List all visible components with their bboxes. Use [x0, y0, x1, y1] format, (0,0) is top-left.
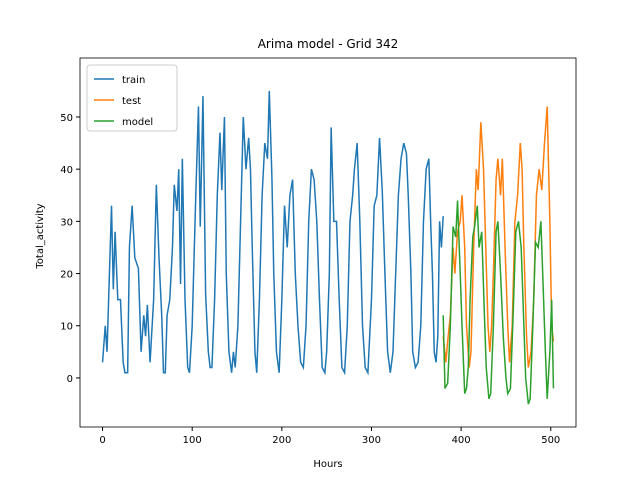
series-line [442, 200, 555, 405]
y-axis-label: Total_activity [35, 203, 46, 269]
y-tick-label: 30 [60, 217, 73, 228]
y-tick-label: 10 [60, 322, 73, 333]
chart-title: Arima model - Grid 342 [258, 37, 399, 51]
legend-label: model [122, 117, 153, 128]
x-axis-label: Hours [313, 459, 342, 470]
legend-label: train [122, 75, 145, 86]
x-tick-label: 300 [362, 435, 381, 446]
legend-box [86, 64, 178, 132]
y-tick-label: 0 [67, 374, 73, 385]
x-tick-label: 200 [272, 435, 291, 446]
x-tick-label: 500 [541, 435, 560, 446]
x-tick-label: 100 [183, 435, 202, 446]
y-tick-label: 40 [60, 165, 73, 176]
y-tick-label: 50 [60, 113, 73, 124]
series-line [101, 90, 444, 376]
y-tick-label: 20 [60, 270, 73, 281]
plot-frame [79, 57, 577, 428]
x-tick-label: 400 [452, 435, 471, 446]
x-tick-label: 0 [99, 435, 105, 446]
legend-label: test [122, 96, 141, 107]
